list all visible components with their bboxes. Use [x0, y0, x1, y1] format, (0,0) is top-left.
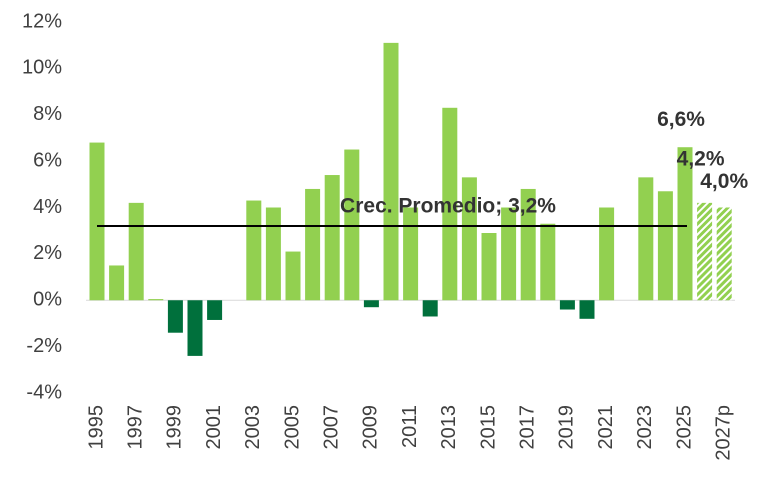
- x-tick-label: 2019: [556, 405, 578, 450]
- bar: [677, 147, 693, 301]
- bar: [501, 207, 517, 301]
- x-tick-label: 1995: [85, 405, 107, 450]
- x-tick-label: 2011: [399, 405, 421, 448]
- bar: [363, 300, 379, 308]
- bar: [109, 265, 125, 301]
- y-tick-label: -2%: [26, 335, 62, 357]
- average-label: Crec. Promedio; 3,2%: [340, 195, 556, 218]
- bar: [422, 300, 438, 317]
- value-label: 6,6%: [657, 108, 705, 131]
- bar: [697, 202, 713, 301]
- x-tick-label: 2015: [477, 405, 499, 450]
- bar: [265, 207, 281, 301]
- bar: [89, 142, 105, 301]
- bar: [599, 207, 615, 301]
- y-tick-label: 12%: [22, 10, 62, 32]
- bar: [207, 300, 223, 320]
- value-label: 4,0%: [700, 170, 748, 193]
- bar: [403, 207, 419, 301]
- bar: [148, 299, 164, 301]
- y-tick-label: 4%: [33, 196, 62, 218]
- x-tick-label: 1997: [124, 405, 146, 450]
- bar: [657, 191, 673, 301]
- bar: [305, 188, 321, 301]
- bar: [344, 149, 360, 301]
- value-label: 4,2%: [677, 147, 725, 170]
- bar: [481, 233, 497, 301]
- bar: [716, 207, 732, 301]
- x-tick-label: 2027p: [712, 405, 734, 461]
- x-tick-label: 2003: [242, 405, 264, 450]
- x-tick-label: 2021: [595, 405, 617, 450]
- bar: [442, 107, 458, 301]
- x-tick-label: 2017: [516, 405, 538, 450]
- x-tick-label: 2005: [281, 405, 303, 450]
- y-tick-label: 0%: [33, 289, 62, 311]
- bar: [579, 300, 595, 319]
- bar: [128, 202, 144, 301]
- y-tick-label: -4%: [26, 381, 62, 403]
- bar: [540, 223, 556, 301]
- x-tick-label: 2025: [673, 405, 695, 450]
- x-tick-label: 2023: [634, 405, 656, 450]
- bar: [383, 42, 399, 301]
- bar: [638, 177, 654, 301]
- bar: [520, 188, 536, 301]
- bar: [559, 300, 575, 310]
- y-tick-label: 10%: [22, 57, 62, 79]
- bar: [285, 251, 301, 301]
- x-tick-label: 1999: [164, 405, 186, 450]
- y-tick-label: 2%: [33, 242, 62, 264]
- bar: [461, 177, 477, 301]
- bar: [246, 200, 262, 301]
- y-tick-label: 8%: [33, 103, 62, 125]
- x-tick-label: 2009: [360, 405, 382, 450]
- bar: [187, 300, 203, 356]
- x-tick-label: 2007: [320, 405, 342, 450]
- x-tick-label: 2013: [438, 405, 460, 450]
- bar: [324, 175, 340, 301]
- bar: [167, 300, 183, 333]
- y-tick-label: 6%: [33, 149, 62, 171]
- x-tick-label: 2001: [203, 405, 225, 450]
